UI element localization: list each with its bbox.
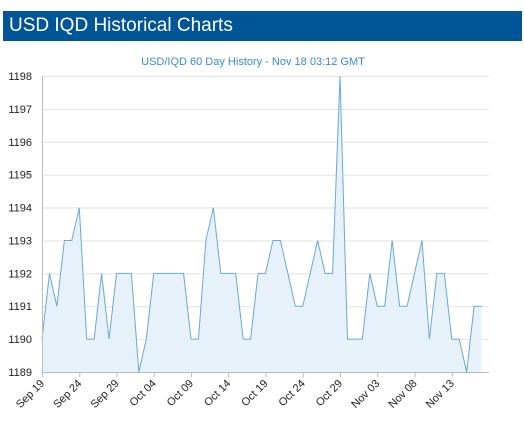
x-tick-label: Oct 09 bbox=[165, 378, 196, 409]
x-tick-label: Sep 19 bbox=[14, 378, 47, 411]
x-tick-label: Sep 29 bbox=[88, 378, 121, 411]
y-tick-label: 1193 bbox=[8, 235, 32, 247]
page-header: USD IQD Historical Charts bbox=[3, 11, 522, 41]
y-axis-ticks: 1189 1190 1191 1192 1193 1194 1195 1196 1197 1198 bbox=[8, 71, 32, 379]
series-area bbox=[42, 76, 482, 372]
page-title: USD IQD Historical Charts bbox=[9, 15, 233, 36]
y-tick-label: 1195 bbox=[8, 170, 32, 182]
y-tick-label: 1192 bbox=[8, 268, 32, 280]
x-tick-label: Sep 24 bbox=[51, 378, 84, 411]
x-tick-label: Oct 04 bbox=[127, 378, 158, 409]
x-tick-label: Oct 24 bbox=[276, 378, 307, 409]
x-tick-label: Oct 29 bbox=[314, 378, 345, 409]
x-tick-label: Oct 14 bbox=[202, 378, 233, 409]
x-axis-ticks: Sep 19 Sep 24 Sep 29 Oct 04 Oct 09 Oct 14 Oct … bbox=[14, 372, 457, 411]
area-layer bbox=[41, 75, 482, 373]
x-tick-label: Nov 13 bbox=[424, 378, 457, 411]
chart-title: USD/IQD 60 Day History - Nov 18 03:12 GM… bbox=[141, 56, 365, 68]
y-tick-label: 1196 bbox=[8, 137, 32, 149]
y-tick-label: 1194 bbox=[8, 203, 32, 215]
y-tick-label: 1189 bbox=[8, 367, 32, 379]
x-tick-label: Nov 03 bbox=[349, 378, 382, 411]
series-line bbox=[41, 75, 482, 373]
x-tick-label: Nov 08 bbox=[386, 378, 419, 411]
y-tick-label: 1197 bbox=[8, 104, 32, 116]
x-tick-label: Oct 19 bbox=[239, 378, 270, 409]
y-tick-label: 1191 bbox=[8, 301, 32, 313]
y-tick-label: 1190 bbox=[8, 334, 32, 346]
y-tick-label: 1198 bbox=[8, 71, 32, 83]
